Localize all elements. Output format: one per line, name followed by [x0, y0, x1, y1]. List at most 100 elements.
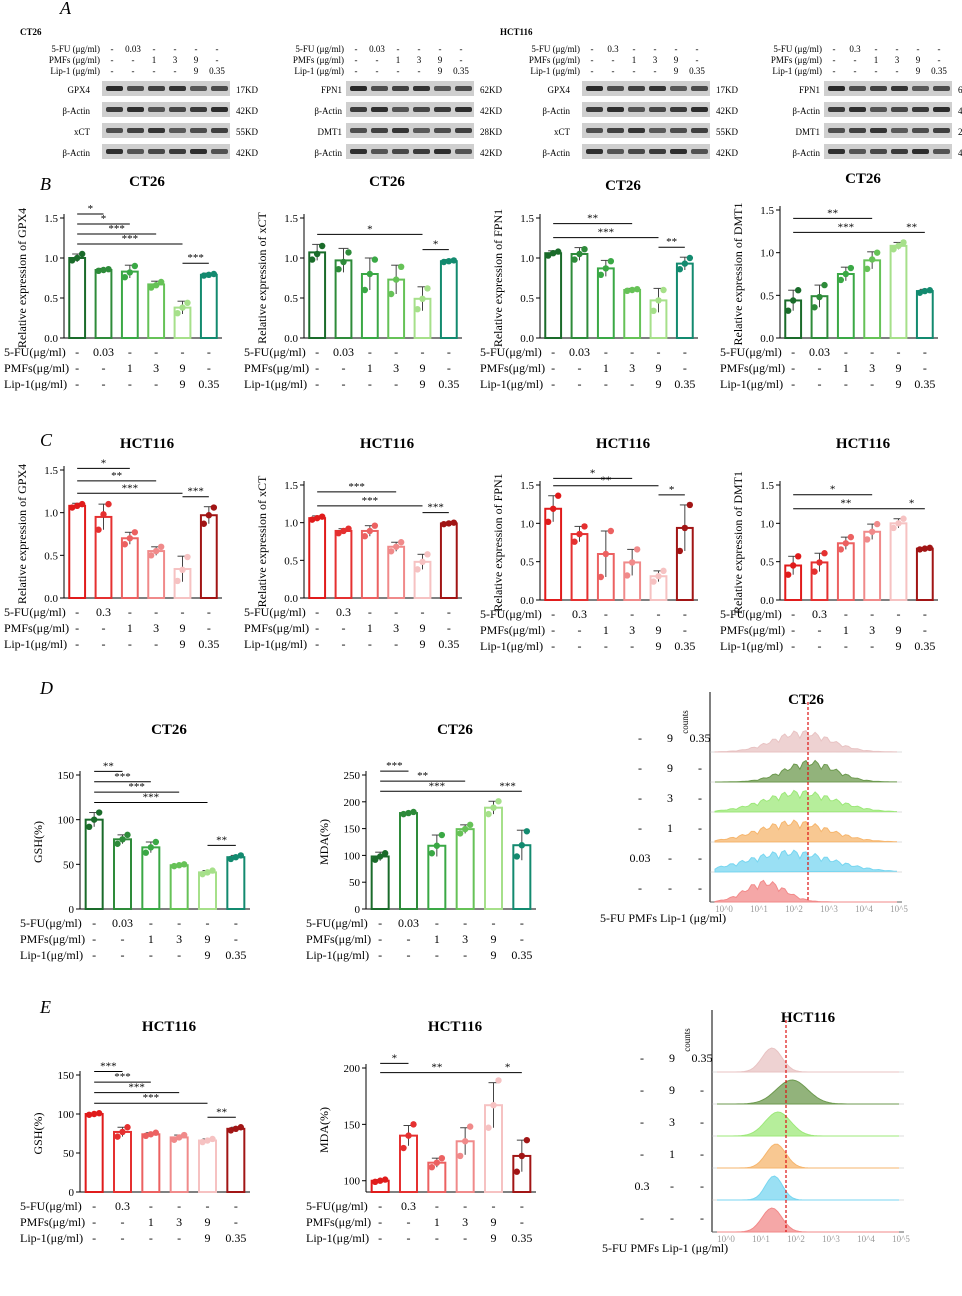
y-axis-label: Relative expression of DMT1: [731, 203, 745, 346]
y-axis-label: MDA(%): [317, 1107, 331, 1153]
blot-band: [127, 107, 144, 112]
condition-value: -: [435, 1199, 439, 1213]
condition-value: 9: [491, 932, 497, 946]
panel-letter-a: A: [59, 0, 72, 18]
condition-value: -: [435, 948, 439, 962]
flow-x-tick: 10^1: [750, 904, 768, 914]
blot-band: [586, 107, 603, 112]
condition-value: 1: [843, 623, 849, 637]
data-point: [387, 290, 395, 298]
blot-band: [649, 149, 666, 154]
condition-value: -: [234, 932, 238, 946]
condition-value: 0.03: [569, 345, 590, 359]
flow-condition-pmfs: -: [668, 851, 672, 865]
condition-value: -: [407, 1231, 411, 1245]
blot-band-label: GPX4: [547, 85, 570, 95]
condition-value: -: [378, 948, 382, 962]
blot-condition-value: -: [633, 66, 636, 76]
condition-value: -: [630, 607, 634, 621]
y-axis-label: MDA(%): [317, 819, 331, 865]
condition-label: Lip-1(μg/ml): [244, 637, 307, 651]
blot-condition-value: 0.3: [607, 44, 619, 54]
blot-band: [586, 149, 603, 154]
blot-band: [607, 128, 624, 133]
data-point: [313, 250, 321, 258]
condition-value: -: [551, 361, 555, 375]
data-point: [513, 1168, 521, 1175]
significance-label: ***: [114, 771, 131, 783]
condition-label: Lip-1(μg/ml): [720, 639, 783, 653]
condition-value: 9: [180, 377, 186, 391]
condition-value: 0.35: [198, 637, 219, 651]
flow-histogram-curve: [717, 1111, 899, 1137]
condition-value: 0.03: [112, 916, 133, 930]
blot-band: [371, 107, 388, 112]
data-point: [147, 284, 155, 291]
condition-value: 9: [205, 932, 211, 946]
bar: [226, 1127, 246, 1193]
condition-value: 1: [367, 621, 373, 635]
flow-condition-5fu: -: [638, 761, 642, 775]
flow-histogram-curve: [714, 789, 898, 813]
condition-value: 9: [420, 621, 426, 635]
condition-value: -: [791, 623, 795, 637]
data-point: [114, 840, 121, 847]
data-point: [900, 239, 907, 246]
bar: [113, 838, 132, 911]
data-point: [433, 842, 441, 849]
blot-band-label: xCT: [554, 127, 571, 137]
data-point: [863, 265, 871, 273]
data-point: [152, 282, 160, 289]
data-point: [873, 249, 881, 256]
condition-label: 5-FU(μg/ml): [244, 605, 306, 619]
y-tick-label: 0.0: [44, 333, 58, 345]
condition-label: PMFs(μg/ml): [4, 621, 69, 635]
data-point: [847, 533, 855, 541]
blot-band: [148, 149, 165, 154]
blot-membrane: [582, 102, 710, 117]
significance-label: **: [600, 475, 611, 487]
blot-band: [148, 128, 165, 133]
blot-membrane: [102, 123, 230, 138]
blot-band: [628, 149, 645, 154]
blot-band-label: β-Actin: [792, 148, 820, 158]
data-point: [397, 263, 405, 270]
data-point: [916, 289, 924, 296]
data-point: [400, 810, 407, 818]
data-point: [371, 1178, 379, 1186]
condition-value: -: [551, 377, 555, 391]
data-point: [916, 546, 924, 553]
flow-histogram-curve: [714, 819, 898, 843]
data-point: [821, 281, 828, 289]
chart-title: CT26: [437, 722, 473, 738]
condition-label: 5-FU(μg/ml): [306, 916, 368, 930]
data-point: [456, 1152, 464, 1160]
y-axis-label: Relative expression of GPX4: [15, 208, 29, 348]
blot-condition-label: 5-FU (μg/ml): [773, 44, 822, 54]
data-point: [445, 258, 453, 265]
counts-label: counts: [680, 710, 690, 734]
data-point: [345, 249, 352, 256]
blot-band: [828, 86, 845, 91]
blot-cell-line: CT26: [20, 27, 42, 37]
data-point: [789, 562, 797, 569]
data-point: [847, 264, 855, 272]
blot-band: [870, 107, 887, 112]
blot-band: [607, 149, 624, 154]
condition-value: -: [791, 361, 795, 375]
data-point: [73, 502, 81, 510]
significance-label: **: [587, 213, 598, 225]
data-point: [602, 550, 610, 558]
data-point: [485, 1124, 492, 1131]
bar: [308, 517, 327, 599]
blot-band-size: 42KD: [716, 148, 738, 158]
data-point: [147, 1131, 155, 1138]
flow-histogram-curve: [714, 879, 897, 903]
data-point: [414, 566, 421, 573]
data-point: [152, 838, 160, 846]
data-point: [873, 520, 881, 528]
bar: [84, 818, 104, 911]
data-point: [308, 256, 316, 263]
condition-value: 9: [656, 361, 662, 375]
blot-membrane: [824, 102, 952, 117]
